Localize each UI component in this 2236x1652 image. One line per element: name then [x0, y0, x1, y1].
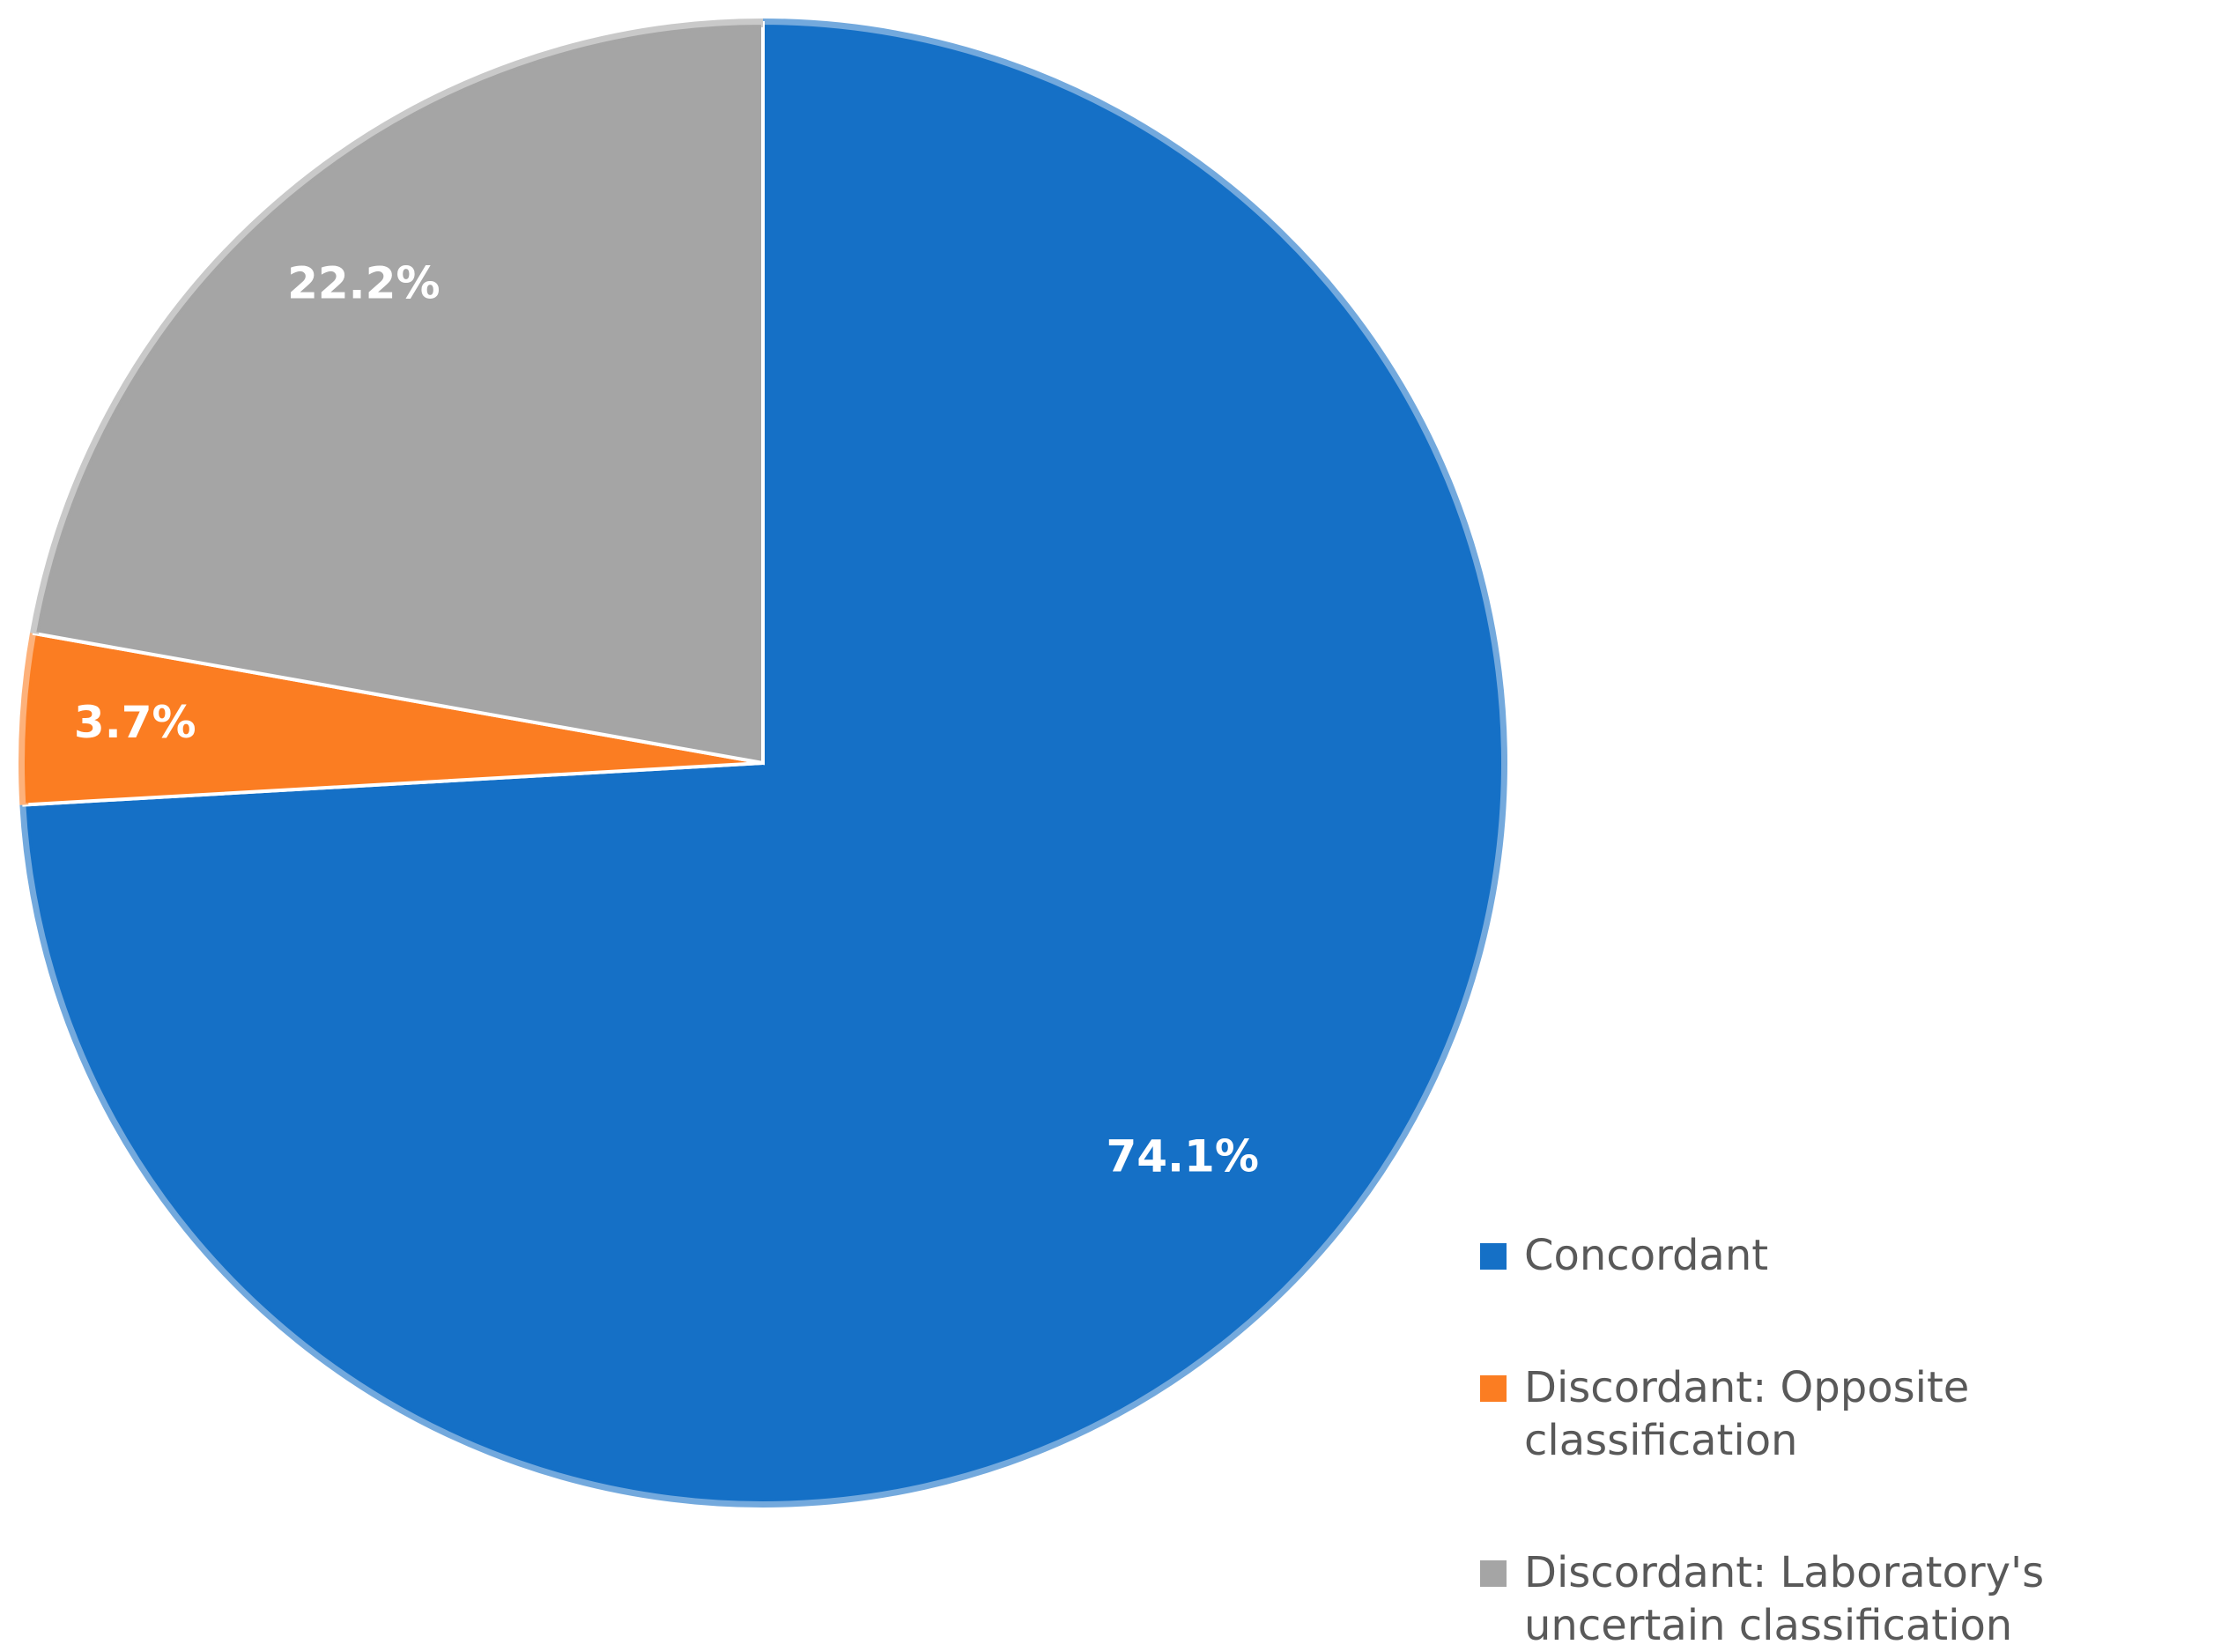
pie-slices	[19, 19, 1507, 1508]
data-label-uncertain: 22.2%	[287, 258, 440, 309]
pie-slice-rim-opposite	[19, 633, 39, 805]
legend-swatch-opposite	[1480, 1375, 1507, 1402]
chart-legend: Concordant Discordant: Opposite classifi…	[1480, 1229, 2229, 1652]
legend-label-concordant: Concordant	[1524, 1231, 1769, 1280]
legend-swatch-uncertain	[1480, 1560, 1507, 1587]
legend-label-opposite: Discordant: Opposite classification	[1524, 1363, 1970, 1465]
legend-item-opposite: Discordant: Opposite classification	[1480, 1361, 2229, 1467]
pie-slice-uncertain	[32, 20, 765, 766]
legend-swatch-concordant	[1480, 1243, 1507, 1270]
legend-item-concordant: Concordant	[1480, 1229, 2229, 1282]
pie-slice-rim-concordant	[19, 19, 1507, 1508]
data-label-concordant: 74.1%	[1106, 1131, 1258, 1182]
pie-data-labels: 74.1% 3.7% 22.2%	[74, 258, 1259, 1182]
pie-slice-rim-uncertain	[30, 19, 764, 634]
data-label-opposite: 3.7%	[74, 697, 196, 748]
legend-item-uncertain: Discordant: Laboratory's uncertain class…	[1480, 1546, 2229, 1652]
legend-label-uncertain: Discordant: Laboratory's uncertain class…	[1524, 1548, 2045, 1650]
